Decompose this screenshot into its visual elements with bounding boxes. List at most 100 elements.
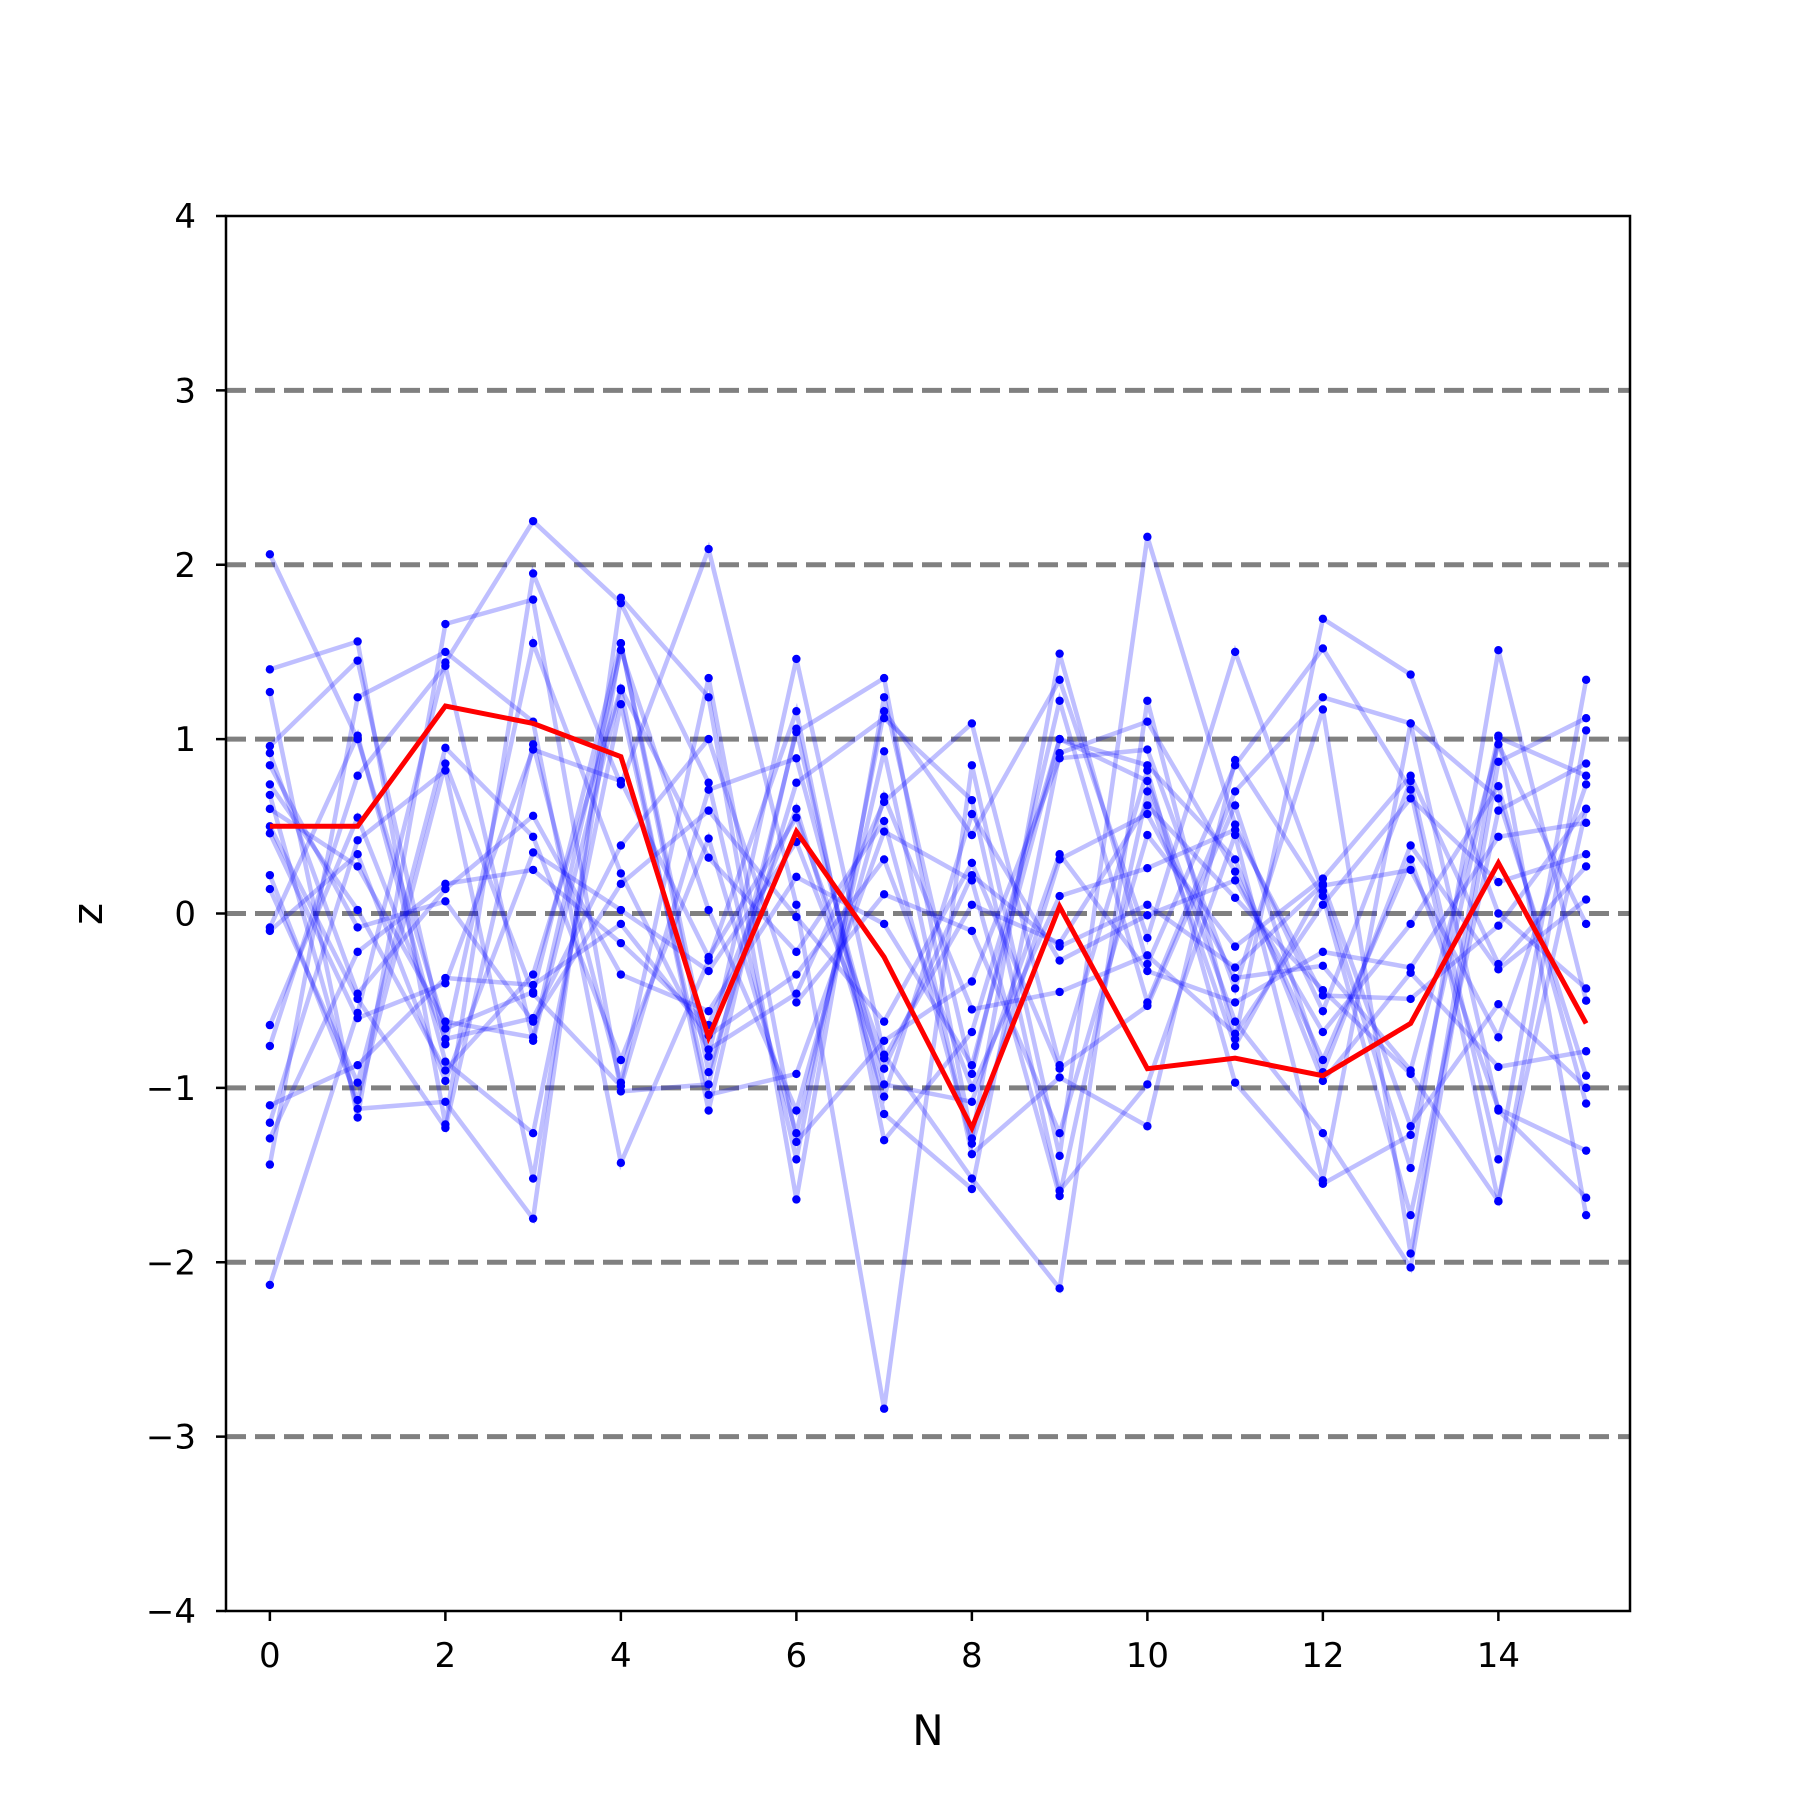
background-series-line xyxy=(267,780,1589,1140)
data-point xyxy=(616,684,626,693)
data-point xyxy=(704,1080,713,1089)
data-point xyxy=(1494,733,1503,742)
x-tick-label: 6 xyxy=(786,1636,808,1676)
data-point xyxy=(1406,1263,1415,1272)
data-point xyxy=(1143,863,1152,873)
data-point xyxy=(792,1129,801,1138)
data-point xyxy=(441,1076,450,1086)
data-point xyxy=(1318,705,1328,714)
data-point xyxy=(353,836,362,845)
data-point xyxy=(967,900,977,909)
data-point xyxy=(1230,876,1240,885)
data-point xyxy=(441,1057,450,1066)
data-point xyxy=(704,1106,713,1115)
data-point xyxy=(265,748,275,758)
background-series-line xyxy=(267,736,1587,1086)
data-point xyxy=(1143,717,1152,726)
data-point xyxy=(1318,900,1328,909)
data-point xyxy=(616,776,626,786)
data-point xyxy=(967,1097,977,1107)
data-point xyxy=(879,714,889,723)
data-point xyxy=(1230,867,1240,876)
data-point xyxy=(1055,696,1064,705)
data-point xyxy=(616,841,626,850)
data-point xyxy=(353,923,362,932)
data-point xyxy=(1494,1104,1503,1114)
data-point xyxy=(1143,696,1152,705)
data-point xyxy=(441,766,450,775)
data-point xyxy=(1230,825,1240,834)
data-point xyxy=(441,1123,450,1133)
data-point xyxy=(528,595,538,604)
data-point xyxy=(792,778,801,787)
data-point xyxy=(265,790,275,800)
data-point xyxy=(1581,1047,1591,1056)
data-point xyxy=(792,1137,801,1147)
data-point xyxy=(353,693,362,702)
data-point xyxy=(1055,748,1064,758)
y-tick-label: −2 xyxy=(146,1243,196,1283)
data-point xyxy=(879,1064,889,1073)
data-point xyxy=(879,890,889,899)
data-point xyxy=(1318,1006,1328,1016)
data-point xyxy=(704,1006,713,1016)
data-point xyxy=(353,1078,362,1087)
data-point xyxy=(967,858,977,868)
background-series-line xyxy=(268,635,1589,1216)
data-point xyxy=(528,1214,538,1223)
data-point xyxy=(1581,1099,1591,1108)
data-point xyxy=(1581,759,1591,768)
data-point xyxy=(704,1067,713,1077)
data-point xyxy=(1406,968,1415,977)
x-tick-label: 14 xyxy=(1477,1636,1520,1676)
data-point xyxy=(1143,911,1152,920)
data-point xyxy=(1318,961,1328,971)
background-series-line xyxy=(267,553,1588,1294)
data-point xyxy=(1318,1027,1328,1037)
data-point xyxy=(1143,1080,1152,1089)
data-point xyxy=(616,879,626,889)
data-point xyxy=(1494,1033,1503,1042)
y-tick-label: −1 xyxy=(146,1069,196,1109)
data-point xyxy=(967,795,977,805)
data-point xyxy=(967,1027,977,1037)
data-point xyxy=(1055,649,1064,658)
data-point xyxy=(265,1134,275,1143)
data-point xyxy=(1143,959,1152,969)
data-point xyxy=(1318,614,1328,624)
data-point xyxy=(265,780,275,789)
data-point xyxy=(967,761,977,770)
data-point xyxy=(265,550,275,559)
x-tick-label: 10 xyxy=(1126,1636,1169,1676)
background-series-line xyxy=(267,746,1589,1207)
y-tick-label: −3 xyxy=(146,1418,196,1458)
data-point xyxy=(792,654,801,664)
data-point xyxy=(1494,806,1503,815)
background-series-line xyxy=(267,703,1589,1197)
data-point xyxy=(1494,757,1503,766)
data-point xyxy=(1581,1210,1591,1220)
data-point xyxy=(616,645,626,655)
background-series-line xyxy=(267,596,1589,1202)
data-point xyxy=(1318,1176,1328,1185)
data-point xyxy=(1055,956,1064,965)
data-point xyxy=(967,870,977,880)
data-point xyxy=(265,1280,275,1290)
data-point xyxy=(792,1106,801,1115)
background-series-line xyxy=(267,764,1588,1079)
data-point xyxy=(616,1055,626,1065)
data-point xyxy=(353,1095,362,1105)
data-point xyxy=(1406,1130,1415,1140)
data-point xyxy=(1143,801,1152,810)
y-tick-label: −4 xyxy=(146,1592,196,1632)
data-point xyxy=(704,966,713,976)
data-point xyxy=(1406,1249,1415,1258)
data-point xyxy=(704,778,713,787)
data-point xyxy=(1581,675,1591,685)
data-point xyxy=(528,639,538,648)
data-point xyxy=(353,1113,362,1122)
data-point xyxy=(879,1017,889,1026)
data-point xyxy=(967,1139,977,1148)
